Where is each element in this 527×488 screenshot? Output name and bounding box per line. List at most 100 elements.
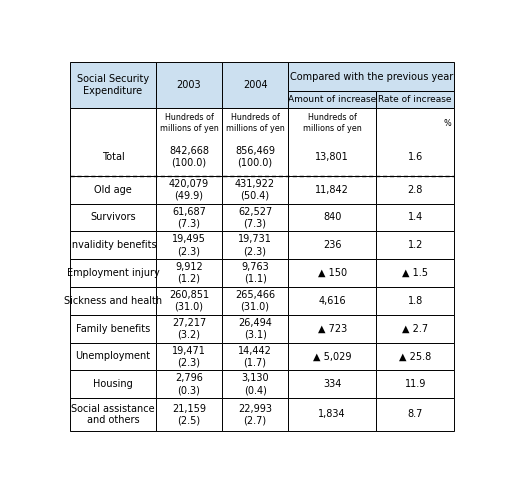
Text: 19,731
(2.3): 19,731 (2.3) bbox=[238, 234, 272, 256]
Text: ▲ 25.8: ▲ 25.8 bbox=[399, 351, 431, 362]
Bar bbox=[376, 259, 454, 287]
Bar bbox=[156, 62, 222, 108]
Bar bbox=[222, 315, 288, 343]
Bar bbox=[376, 287, 454, 315]
Bar bbox=[288, 108, 376, 176]
Text: Survivors: Survivors bbox=[90, 212, 136, 223]
Text: ▲ 5,029: ▲ 5,029 bbox=[313, 351, 352, 362]
Bar bbox=[376, 231, 454, 259]
Text: 11,842: 11,842 bbox=[315, 184, 349, 195]
Text: 2003: 2003 bbox=[177, 80, 201, 90]
Bar bbox=[70, 231, 156, 259]
Text: 842,668
(100.0): 842,668 (100.0) bbox=[169, 146, 209, 168]
Text: ▲ 1.5: ▲ 1.5 bbox=[402, 268, 428, 278]
Bar bbox=[222, 231, 288, 259]
Bar bbox=[70, 370, 156, 398]
Bar bbox=[156, 287, 222, 315]
Text: 3,130
(0.4): 3,130 (0.4) bbox=[241, 373, 269, 395]
Bar bbox=[222, 62, 288, 108]
Text: Family benefits: Family benefits bbox=[76, 324, 150, 334]
Bar bbox=[70, 203, 156, 231]
Text: 61,687
(7.3): 61,687 (7.3) bbox=[172, 207, 206, 228]
Bar bbox=[288, 398, 376, 430]
Bar bbox=[156, 231, 222, 259]
Bar bbox=[156, 176, 222, 203]
Bar bbox=[70, 398, 156, 430]
Text: Unemployment: Unemployment bbox=[75, 351, 151, 362]
Bar bbox=[156, 398, 222, 430]
Bar bbox=[288, 62, 454, 91]
Text: %: % bbox=[443, 119, 451, 128]
Text: Amount of increase: Amount of increase bbox=[288, 95, 376, 104]
Text: Rate of increase: Rate of increase bbox=[378, 95, 452, 104]
Text: Housing: Housing bbox=[93, 379, 133, 389]
Text: 2.8: 2.8 bbox=[407, 184, 423, 195]
Bar bbox=[156, 108, 222, 176]
Bar bbox=[288, 343, 376, 370]
Bar bbox=[70, 176, 156, 203]
Bar bbox=[222, 259, 288, 287]
Bar bbox=[376, 108, 454, 176]
Text: 1.6: 1.6 bbox=[407, 152, 423, 162]
Text: Old age: Old age bbox=[94, 184, 132, 195]
Bar bbox=[288, 259, 376, 287]
Text: 1.8: 1.8 bbox=[407, 296, 423, 306]
Bar bbox=[156, 343, 222, 370]
Text: Hundreds of
millions of yen: Hundreds of millions of yen bbox=[160, 113, 218, 133]
Text: Social assistance
and others: Social assistance and others bbox=[71, 404, 155, 425]
Text: 26,494
(3.1): 26,494 (3.1) bbox=[238, 318, 272, 340]
Bar bbox=[376, 370, 454, 398]
Text: 2,796
(0.3): 2,796 (0.3) bbox=[175, 373, 203, 395]
Bar bbox=[376, 398, 454, 430]
Text: ▲ 723: ▲ 723 bbox=[317, 324, 347, 334]
Bar bbox=[288, 370, 376, 398]
Bar bbox=[376, 315, 454, 343]
Bar bbox=[70, 108, 156, 176]
Bar bbox=[288, 231, 376, 259]
Text: 4,616: 4,616 bbox=[318, 296, 346, 306]
Text: 431,922
(50.4): 431,922 (50.4) bbox=[235, 179, 275, 201]
Text: 22,993
(2.7): 22,993 (2.7) bbox=[238, 404, 272, 425]
Bar bbox=[70, 259, 156, 287]
Bar bbox=[376, 343, 454, 370]
Bar bbox=[70, 287, 156, 315]
Bar bbox=[70, 343, 156, 370]
Text: Invalidity benefits: Invalidity benefits bbox=[69, 240, 157, 250]
Text: 9,763
(1.1): 9,763 (1.1) bbox=[241, 262, 269, 284]
Bar bbox=[222, 343, 288, 370]
Text: ▲ 150: ▲ 150 bbox=[318, 268, 347, 278]
Bar bbox=[376, 91, 454, 108]
Bar bbox=[222, 108, 288, 176]
Text: 840: 840 bbox=[323, 212, 341, 223]
Text: 1.2: 1.2 bbox=[407, 240, 423, 250]
Text: 265,466
(31.0): 265,466 (31.0) bbox=[235, 290, 275, 312]
Text: 13,801: 13,801 bbox=[315, 152, 349, 162]
Text: 1.4: 1.4 bbox=[407, 212, 423, 223]
Bar bbox=[288, 203, 376, 231]
Text: Hundreds of
millions of yen: Hundreds of millions of yen bbox=[226, 113, 285, 133]
Bar bbox=[376, 203, 454, 231]
Bar bbox=[222, 287, 288, 315]
Text: 260,851
(31.0): 260,851 (31.0) bbox=[169, 290, 209, 312]
Text: 14,442
(1.7): 14,442 (1.7) bbox=[238, 346, 272, 367]
Text: 856,469
(100.0): 856,469 (100.0) bbox=[235, 146, 275, 168]
Bar bbox=[222, 398, 288, 430]
Text: Social Security
Expenditure: Social Security Expenditure bbox=[77, 74, 149, 96]
Bar bbox=[222, 370, 288, 398]
Bar bbox=[288, 315, 376, 343]
Text: 19,471
(2.3): 19,471 (2.3) bbox=[172, 346, 206, 367]
Text: Compared with the previous year: Compared with the previous year bbox=[289, 72, 453, 81]
Text: Sickness and health: Sickness and health bbox=[64, 296, 162, 306]
Bar bbox=[70, 315, 156, 343]
Text: 2004: 2004 bbox=[243, 80, 267, 90]
Text: 27,217
(3.2): 27,217 (3.2) bbox=[172, 318, 206, 340]
Text: Hundreds of
millions of yen: Hundreds of millions of yen bbox=[302, 113, 362, 133]
Bar bbox=[222, 203, 288, 231]
Text: 420,079
(49.9): 420,079 (49.9) bbox=[169, 179, 209, 201]
Bar bbox=[288, 287, 376, 315]
Bar bbox=[156, 315, 222, 343]
Text: 62,527
(7.3): 62,527 (7.3) bbox=[238, 207, 272, 228]
Text: 236: 236 bbox=[323, 240, 341, 250]
Text: 334: 334 bbox=[323, 379, 341, 389]
Text: 1,834: 1,834 bbox=[318, 409, 346, 419]
